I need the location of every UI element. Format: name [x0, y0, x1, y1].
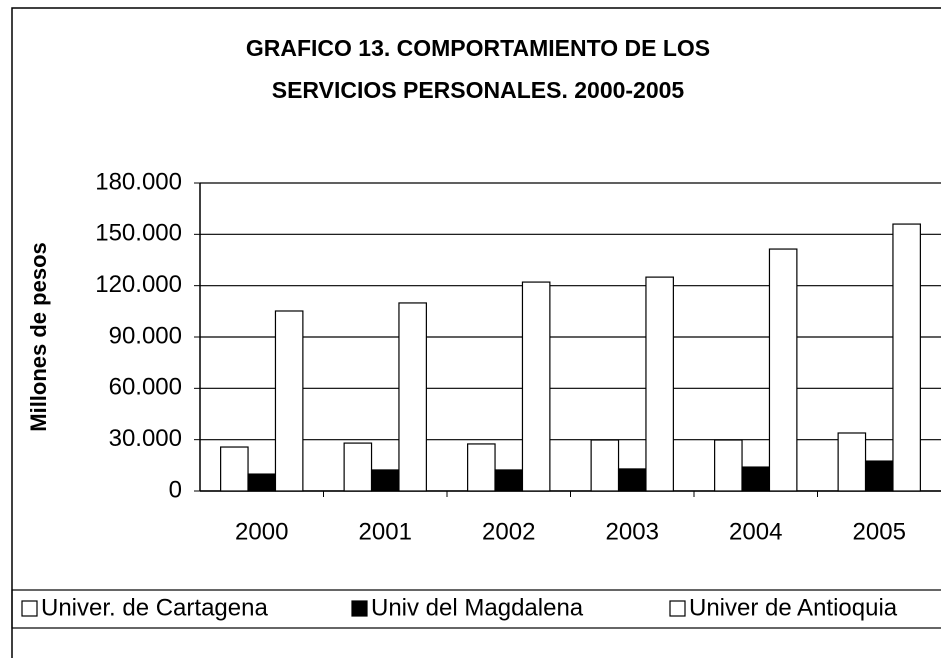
bar	[864, 460, 894, 492]
legend-label: Univer. de Cartagena	[41, 594, 268, 621]
bar	[837, 432, 867, 492]
bar	[220, 446, 249, 492]
bar	[768, 248, 798, 492]
legend-label: Univer de Antioquia	[689, 594, 898, 621]
bar	[398, 302, 427, 492]
y-tick-label: 120.000	[95, 271, 182, 298]
bar	[274, 310, 304, 492]
bar	[617, 468, 647, 492]
y-tick-label: 90.000	[109, 322, 182, 349]
legend-box	[11, 589, 941, 629]
bar	[343, 442, 373, 492]
chart-title: GRAFICO 13. COMPORTAMIENTO DE LOS	[246, 35, 710, 61]
x-tick-label: 2004	[729, 518, 782, 545]
y-axis-label: Millones de pesos	[26, 242, 51, 432]
bar	[521, 281, 551, 492]
x-tick-label: 2002	[482, 518, 535, 545]
bar	[467, 443, 496, 492]
y-tick-label: 60.000	[109, 374, 182, 401]
legend-swatch	[351, 600, 368, 617]
bar	[892, 223, 921, 492]
bar	[714, 439, 743, 492]
chart-frame	[11, 7, 941, 658]
y-tick-label: 0	[169, 476, 182, 503]
bar	[645, 276, 674, 492]
bar	[741, 466, 771, 492]
chart-title: SERVICIOS PERSONALES. 2000-2005	[272, 77, 685, 103]
bar	[590, 439, 620, 492]
bar	[247, 473, 277, 492]
y-tick-label: 180.000	[95, 168, 182, 195]
legend-swatch	[669, 600, 686, 617]
x-tick-label: 2000	[235, 518, 288, 545]
x-tick-label: 2003	[606, 518, 659, 545]
legend-label: Univ del Magdalena	[371, 594, 584, 621]
y-tick-label: 150.000	[95, 220, 182, 247]
bar	[370, 469, 400, 492]
x-tick-label: 2001	[359, 518, 412, 545]
y-tick-label: 30.000	[109, 425, 182, 452]
x-tick-label: 2005	[853, 518, 906, 545]
bar	[494, 469, 524, 492]
legend-swatch	[21, 600, 38, 617]
